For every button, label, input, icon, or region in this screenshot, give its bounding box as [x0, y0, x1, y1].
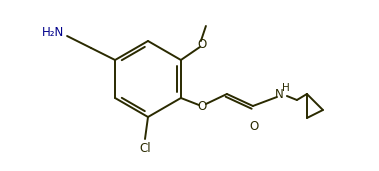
Text: H: H [282, 83, 290, 93]
Text: O: O [197, 38, 207, 51]
Text: Cl: Cl [139, 142, 151, 155]
Text: O: O [249, 120, 258, 133]
Text: O: O [197, 101, 207, 114]
Text: N: N [274, 89, 283, 102]
Text: H₂N: H₂N [42, 27, 64, 40]
